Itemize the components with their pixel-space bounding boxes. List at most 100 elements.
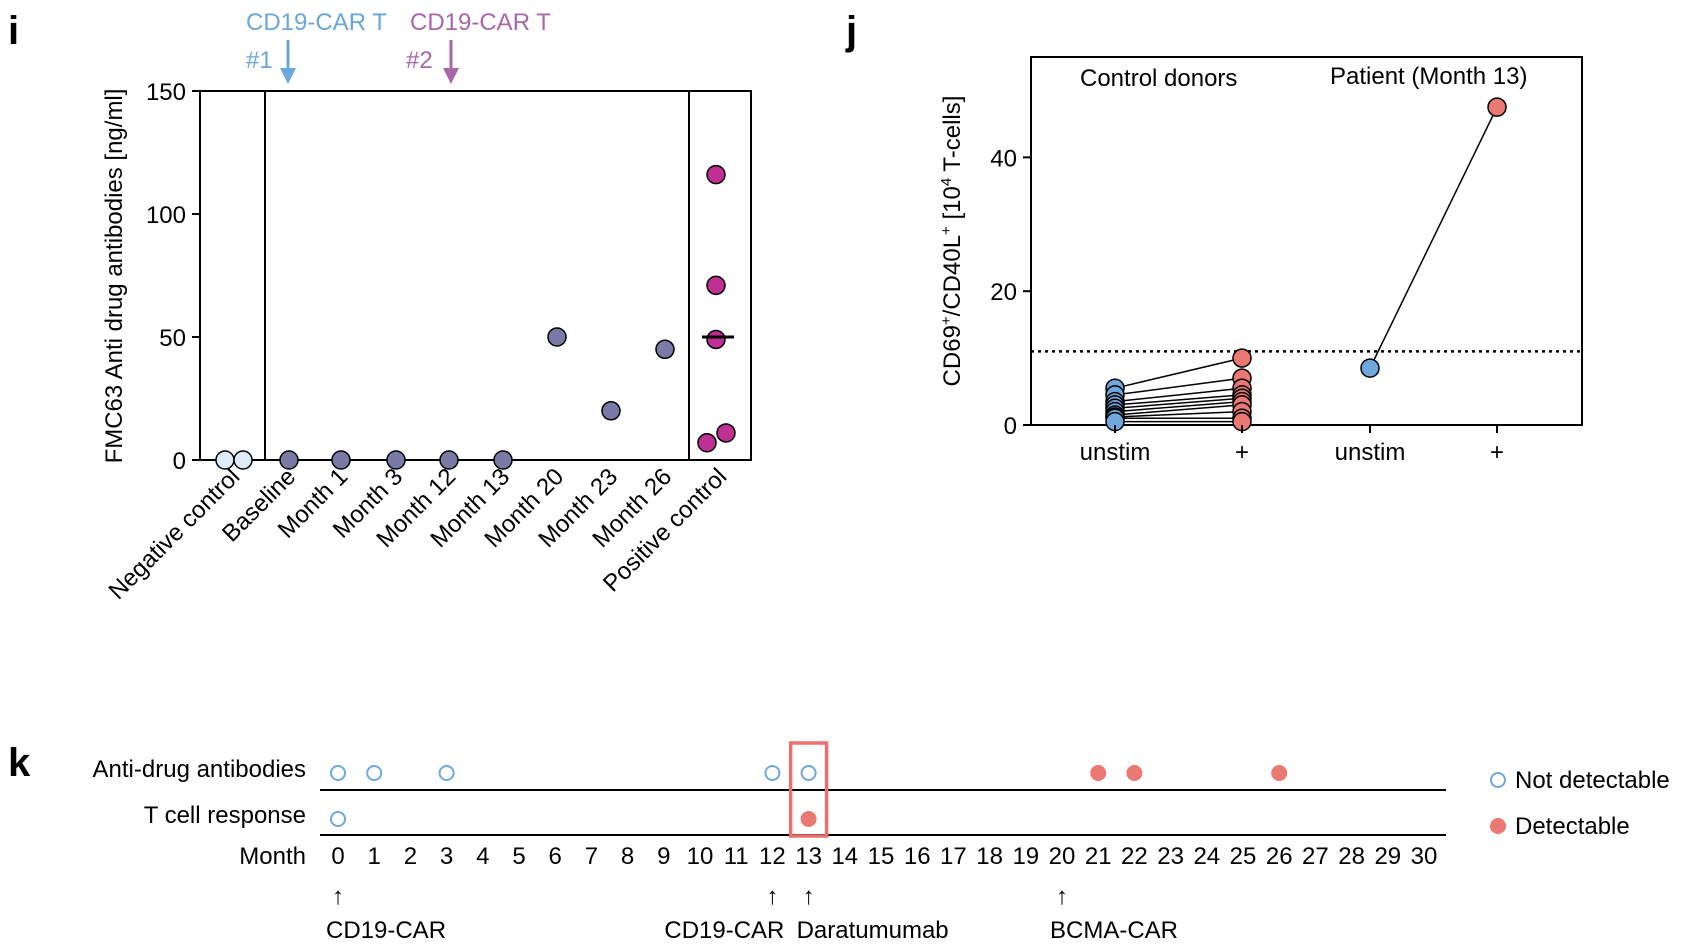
donor-pair-line — [1114, 357, 1243, 389]
not-detectable-point — [330, 765, 346, 781]
month-label: 25 — [1230, 843, 1257, 870]
patient-unstim-point — [1360, 358, 1380, 378]
patient-stim-point — [1487, 97, 1507, 117]
month-label: 2 — [404, 843, 417, 870]
car1-label-line2: #1 — [246, 47, 273, 74]
treatment-label: BCMA-CAR — [1050, 917, 1178, 944]
negative-control-point — [233, 450, 253, 470]
month-label: 14 — [831, 843, 858, 870]
legend-not-detectable-marker — [1490, 772, 1506, 788]
patient-point — [439, 450, 459, 470]
month-label: 12 — [759, 843, 786, 870]
month-label: 20 — [1049, 843, 1076, 870]
month-label: 22 — [1121, 843, 1148, 870]
month-label: 26 — [1266, 843, 1293, 870]
panel-j-ylabel: CD69+/CD40L+ [104 T-cells] — [938, 96, 966, 387]
positive-control-point — [716, 423, 736, 443]
donor-pair-line — [1114, 400, 1243, 413]
month-label: 19 — [1012, 843, 1039, 870]
panel-k: k Anti-drug antibodies T cell response M… — [8, 741, 1670, 944]
car1-label-line1: CD19-CAR T — [246, 9, 387, 36]
legend-detectable: Detectable — [1515, 813, 1630, 840]
patient-point — [331, 450, 351, 470]
panel-i-ylabel: FMC63 Anti drug antibodies [ng/ml] — [101, 89, 128, 464]
row-label-ada: Anti-drug antibodies — [93, 756, 306, 783]
panel-j-category-label: unstim — [1080, 439, 1151, 466]
not-detectable-point — [330, 811, 346, 827]
panel-j: j 0 20 40 unstim + unstim + Control donors Pa… — [845, 9, 1583, 466]
negative-control-point — [215, 450, 235, 470]
detectable-point — [1090, 765, 1107, 781]
patient-point — [386, 450, 406, 470]
panel-j-ytick-label: 40 — [990, 145, 1017, 172]
month-label: 29 — [1374, 843, 1401, 870]
donor-pair-line — [1114, 404, 1243, 416]
panel-i-ytick-label: 0 — [173, 448, 186, 475]
patient-point — [493, 450, 513, 470]
treatment-label: CD19-CAR — [326, 917, 446, 944]
month-label: 7 — [585, 843, 598, 870]
donor-pair-line — [1114, 394, 1243, 406]
month-label: 15 — [868, 843, 895, 870]
detectable-point — [800, 811, 817, 827]
panel-j-frame — [1030, 56, 1583, 426]
month-label: 13 — [795, 843, 822, 870]
month-label: 24 — [1193, 843, 1220, 870]
not-detectable-point — [438, 765, 455, 781]
panel-i-ytick-label: 50 — [159, 325, 186, 352]
detectable-point — [1271, 765, 1288, 781]
positive-control-point — [706, 164, 726, 185]
positive-control-point — [697, 433, 717, 453]
not-detectable-point — [764, 765, 781, 781]
month-label: 8 — [621, 843, 634, 870]
month-label: 28 — [1338, 843, 1365, 870]
donor-pair-line — [1114, 387, 1243, 403]
treatment-arrow-icon: ↑ — [803, 883, 815, 910]
not-detectable-point — [800, 765, 817, 781]
not-detectable-point — [366, 765, 383, 781]
panel-i-frame — [199, 90, 752, 461]
row-label-month: Month — [239, 843, 306, 870]
car1-arrow-icon — [280, 40, 296, 84]
panel-j-category-label: unstim — [1335, 439, 1406, 466]
donor-pair-line — [1114, 410, 1243, 418]
month-label: 11 — [724, 843, 749, 870]
donor-pair-line — [1114, 397, 1243, 410]
month-label: 27 — [1302, 843, 1329, 870]
month-label: 21 — [1085, 843, 1112, 870]
month-label: 3 — [440, 843, 453, 870]
panel-i-ytick-label: 100 — [146, 202, 186, 229]
car2-label-line2: #2 — [406, 47, 433, 74]
treatment-arrow-icon: ↑ — [1056, 883, 1068, 910]
treatment-arrow-icon: ↑ — [766, 883, 778, 910]
donor-stim-point — [1232, 348, 1252, 368]
month-label: 1 — [368, 843, 381, 870]
month-label: 10 — [687, 843, 714, 870]
month-label: 4 — [476, 843, 489, 870]
group-label-control-donors: Control donors — [1080, 65, 1237, 92]
car2-label-line1: CD19-CAR T — [410, 9, 551, 36]
panel-i: i CD19-CAR T #1 CD19-CAR T #2 050100150 … — [8, 9, 752, 605]
panel-j-category-label: + — [1490, 439, 1504, 466]
month-label: 16 — [904, 843, 931, 870]
month-label: 30 — [1411, 843, 1438, 870]
patient-point — [547, 327, 567, 347]
patient-point — [279, 450, 299, 470]
legend-not-detectable: Not detectable — [1515, 767, 1670, 794]
panel-j-ytick-label: 0 — [1004, 413, 1017, 440]
legend-detectable-marker — [1490, 818, 1506, 834]
row-label-tcell: T cell response — [144, 802, 306, 829]
month-label: 0 — [331, 843, 344, 870]
detectable-point — [1126, 765, 1143, 781]
treatment-label: Daratumumab — [797, 917, 949, 944]
car2-arrow-icon — [443, 40, 459, 84]
month-label: 18 — [976, 843, 1003, 870]
month-label: 5 — [512, 843, 525, 870]
month-13-highlight-box — [788, 741, 829, 838]
positive-control-point — [706, 329, 726, 350]
month-label: 17 — [940, 843, 967, 870]
group-label-patient: Patient (Month 13) — [1330, 63, 1527, 90]
panel-letter-i: i — [8, 9, 19, 53]
month-label: 23 — [1157, 843, 1184, 870]
